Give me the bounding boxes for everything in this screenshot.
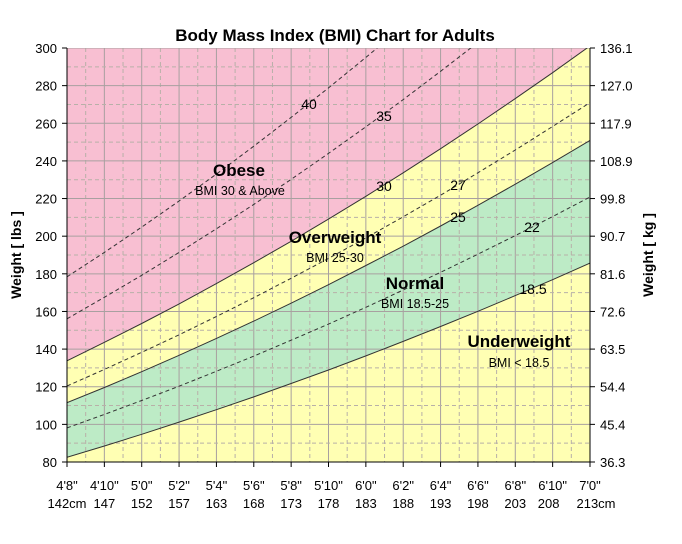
- y-tick-label-left: 180: [35, 267, 57, 282]
- bmi-line-label-22: 22: [524, 219, 540, 235]
- x-tick-label-cm: 203: [504, 496, 526, 511]
- y-tick-label-right: 45.4: [600, 417, 625, 432]
- zone-sub-underweight: BMI < 18.5: [489, 356, 550, 370]
- y-tick-label-left: 240: [35, 154, 57, 169]
- bmi-line-label-30: 30: [376, 178, 392, 194]
- y-tick-label-right: 54.4: [600, 380, 625, 395]
- y-tick-label-left: 260: [35, 116, 57, 131]
- zone-sub-obese: BMI 30 & Above: [195, 184, 285, 198]
- y-tick-label-right: 36.3: [600, 455, 625, 470]
- y-tick-label-left: 280: [35, 79, 57, 94]
- x-tick-label-ft: 5'10": [314, 478, 343, 493]
- y-tick-label-right: 90.7: [600, 229, 625, 244]
- y-tick-label-right: 117.9: [600, 116, 632, 131]
- x-tick-label-cm: 173: [280, 496, 302, 511]
- x-tick-label-cm: 183: [355, 496, 377, 511]
- y-axis-label-left: Weight [ lbs ]: [8, 211, 24, 299]
- y-tick-label-left: 300: [35, 41, 57, 56]
- x-tick-label-cm: 147: [94, 496, 116, 511]
- bmi-line-18-5: [67, 262, 590, 458]
- zone-label-normal: Normal: [386, 274, 445, 293]
- x-tick-label-cm: 142cm: [47, 496, 86, 511]
- x-tick-label-ft: 4'8": [56, 478, 78, 493]
- y-tick-label-left: 140: [35, 342, 57, 357]
- x-tick-label-ft: 6'8": [505, 478, 527, 493]
- chart-title: Body Mass Index (BMI) Chart for Adults: [175, 26, 495, 45]
- x-tick-label-ft: 5'2": [168, 478, 190, 493]
- x-tick-label-cm: 193: [430, 496, 452, 511]
- y-tick-label-right: 81.6: [600, 267, 625, 282]
- x-tick-label-cm: 152: [131, 496, 153, 511]
- y-tick-label-left: 120: [35, 380, 57, 395]
- bmi-line-40: [67, 48, 378, 278]
- x-tick-label-cm: 163: [206, 496, 228, 511]
- zone-label-obese: Obese: [213, 161, 265, 180]
- x-tick-label-ft: 5'8": [280, 478, 302, 493]
- y-tick-label-right: 136.1: [600, 41, 633, 56]
- x-tick-label-ft: 5'0": [131, 478, 153, 493]
- x-tick-label-ft: 7'0": [579, 478, 601, 493]
- x-tick-label-cm: 198: [467, 496, 489, 511]
- bmi-line-35: [67, 48, 472, 320]
- y-tick-label-left: 80: [43, 455, 57, 470]
- y-axis-label-right: Weight [ kg ]: [640, 213, 656, 297]
- y-tick-label-left: 200: [35, 229, 57, 244]
- y-tick-label-right: 63.5: [600, 342, 625, 357]
- zone-label-underweight: Underweight: [468, 332, 571, 351]
- x-tick-label-cm: 168: [243, 496, 265, 511]
- bmi-line-label-25: 25: [450, 209, 466, 225]
- x-tick-label-ft: 5'6": [243, 478, 265, 493]
- zone-label-overweight: Overweight: [289, 228, 382, 247]
- bmi-line-27: [67, 102, 590, 387]
- x-tick-label-ft: 5'4": [206, 478, 228, 493]
- x-tick-label-cm: 178: [318, 496, 340, 511]
- y-tick-label-left: 220: [35, 192, 57, 207]
- bmi-line-label-40: 40: [301, 96, 317, 112]
- bmi-line-label-18-5: 18.5: [519, 281, 546, 297]
- zone-sub-normal: BMI 18.5-25: [381, 297, 449, 311]
- x-tick-label-ft: 6'0": [355, 478, 377, 493]
- bmi-line-30: [67, 48, 588, 362]
- bmi-line-25: [67, 139, 590, 404]
- x-tick-label-ft: 6'2": [392, 478, 414, 493]
- bmi-line-label-35: 35: [376, 108, 392, 124]
- x-tick-label-cm: 208: [538, 496, 560, 511]
- y-tick-label-left: 100: [35, 417, 57, 432]
- x-tick-label-cm: 213cm: [576, 496, 615, 511]
- bmi-line-22: [67, 196, 590, 429]
- x-tick-label-ft: 6'10": [538, 478, 567, 493]
- x-tick-label-ft: 4'10": [90, 478, 119, 493]
- y-tick-label-right: 108.9: [600, 154, 633, 169]
- x-tick-label-cm: 157: [168, 496, 190, 511]
- x-tick-label-cm: 188: [392, 496, 414, 511]
- y-tick-label-left: 160: [35, 304, 57, 319]
- zone-sub-overweight: BMI 25-30: [306, 251, 364, 265]
- x-tick-label-ft: 6'6": [467, 478, 489, 493]
- bmi-line-label-27: 27: [450, 177, 466, 193]
- y-tick-label-right: 99.8: [600, 192, 625, 207]
- y-tick-label-right: 72.6: [600, 304, 625, 319]
- y-tick-label-right: 127.0: [600, 79, 633, 94]
- x-tick-label-ft: 6'4": [430, 478, 452, 493]
